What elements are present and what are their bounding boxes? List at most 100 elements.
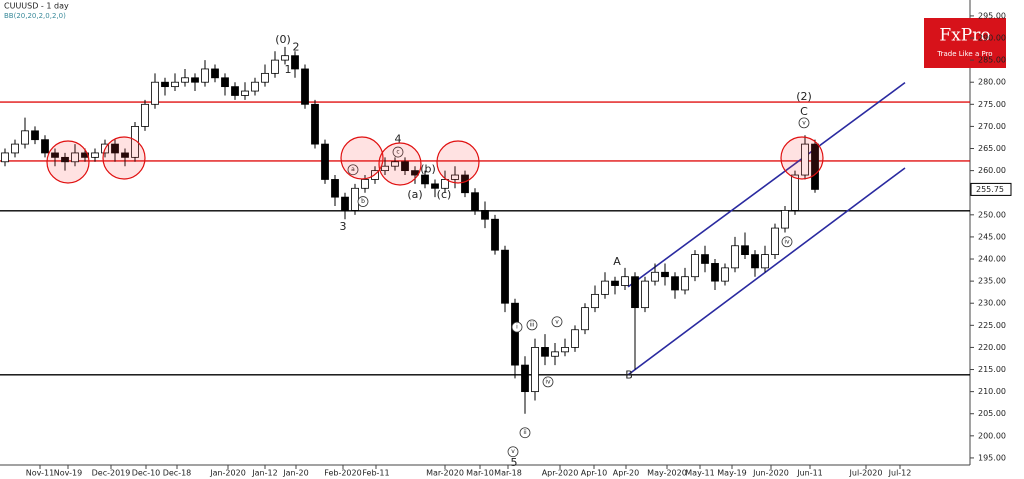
candle-body [621, 276, 629, 286]
candle-body [681, 276, 689, 291]
candle-body [491, 218, 499, 251]
candle-body [741, 245, 749, 256]
candle-body [381, 165, 389, 172]
candle-body [451, 174, 459, 180]
wave-circle [347, 164, 359, 176]
x-tick-label: Jul-2020 [849, 469, 883, 478]
candle-body [171, 81, 179, 88]
candle-body [251, 81, 259, 92]
wave-circle [519, 427, 531, 439]
highlight-circle [780, 136, 824, 180]
candle-body [31, 130, 39, 141]
candle-body [531, 347, 539, 393]
x-tick-label: Dec-2019 [92, 469, 131, 478]
x-tick-label: Nov-11 [26, 469, 54, 478]
candle-body [231, 86, 239, 96]
candle-body [471, 192, 479, 211]
candle-body [541, 347, 549, 357]
y-tick-label: 220.00 [978, 343, 1006, 352]
y-tick-label: 195.00 [978, 453, 1006, 462]
logo-box [924, 18, 1006, 68]
candle-body [221, 77, 229, 88]
y-tick-label: 285.00 [978, 56, 1006, 65]
candle-body [551, 351, 559, 357]
candle-body [21, 130, 29, 145]
y-tick-label: 205.00 [978, 409, 1006, 418]
logo-name: FxPro [939, 26, 990, 46]
candle-body [141, 103, 149, 127]
wave-label: (c) [437, 188, 452, 201]
candle-body [121, 152, 129, 158]
x-tick-label: Mar-10 [466, 469, 494, 478]
candle-body [91, 152, 99, 158]
candle-body [401, 161, 409, 172]
candle-body [441, 179, 449, 189]
candle-body [201, 68, 209, 83]
x-tick-label: Jan-2020 [209, 469, 246, 478]
wave-label: 4 [395, 133, 402, 146]
x-tick-label: Jul-12 [888, 469, 912, 478]
candle-body [791, 174, 799, 211]
x-tick-label: May-11 [685, 469, 714, 478]
wave-label: 5 [511, 456, 518, 469]
x-tick-label: Mar-2020 [426, 469, 464, 478]
highlight-circle [340, 136, 384, 180]
highlight-circles [46, 136, 824, 186]
wave-label: v [555, 318, 559, 325]
highlight-circle [436, 140, 480, 184]
candle-body [641, 280, 649, 309]
x-tick-label: Feb-2020 [324, 469, 361, 478]
y-tick-label: 235.00 [978, 277, 1006, 286]
candle-body [241, 90, 249, 96]
y-tick-label: 230.00 [978, 299, 1006, 308]
candle-body [481, 209, 489, 220]
x-tick-label: Apr-20 [613, 469, 639, 478]
candle-body [671, 276, 679, 291]
candle-body [571, 329, 579, 348]
candle-body [661, 271, 669, 278]
candle-body [651, 271, 659, 282]
wave-label: (2) [796, 90, 812, 103]
candle-body [581, 307, 589, 331]
candle-body [351, 187, 359, 211]
candle-body [631, 276, 639, 309]
candle-body [321, 143, 329, 180]
candle-body [301, 68, 309, 105]
channel-line [627, 82, 906, 288]
x-tick-label: Apr-10 [581, 469, 607, 478]
y-tick-label: 215.00 [978, 365, 1006, 374]
candle-body [781, 209, 789, 229]
highlight-circle [102, 136, 146, 180]
candle-body [501, 249, 509, 304]
x-tick-label: Mar-18 [494, 469, 522, 478]
y-tick-label: 290.00 [978, 34, 1006, 43]
candle-body [591, 293, 599, 309]
channel-line [627, 167, 906, 376]
candle-body [181, 77, 189, 83]
candle-body [41, 139, 49, 154]
candle-body [601, 280, 609, 295]
candle-body [801, 143, 809, 176]
x-tick-label: May-19 [717, 469, 746, 478]
candle-body [511, 302, 519, 366]
candle-body [151, 81, 159, 105]
x-tick-label: Jan-12 [251, 469, 277, 478]
wave-label: A [613, 255, 621, 268]
y-tick-label: 250.00 [978, 210, 1006, 219]
wave-label: 3 [340, 220, 347, 233]
candle-body [81, 152, 89, 158]
candle-body [431, 183, 439, 189]
candle-body [611, 280, 619, 286]
y-tick-label: 260.00 [978, 166, 1006, 175]
chart-title: CUUUSD - 1 day [4, 2, 69, 11]
wave-label: v [802, 119, 806, 126]
candle-body [281, 55, 289, 61]
candle-body [191, 77, 199, 83]
candle-body [311, 103, 319, 145]
candle-body [461, 174, 469, 194]
candle-body [11, 143, 19, 154]
candle-body [271, 59, 279, 74]
y-tick-label: 275.00 [978, 100, 1006, 109]
candle-body [711, 263, 719, 282]
